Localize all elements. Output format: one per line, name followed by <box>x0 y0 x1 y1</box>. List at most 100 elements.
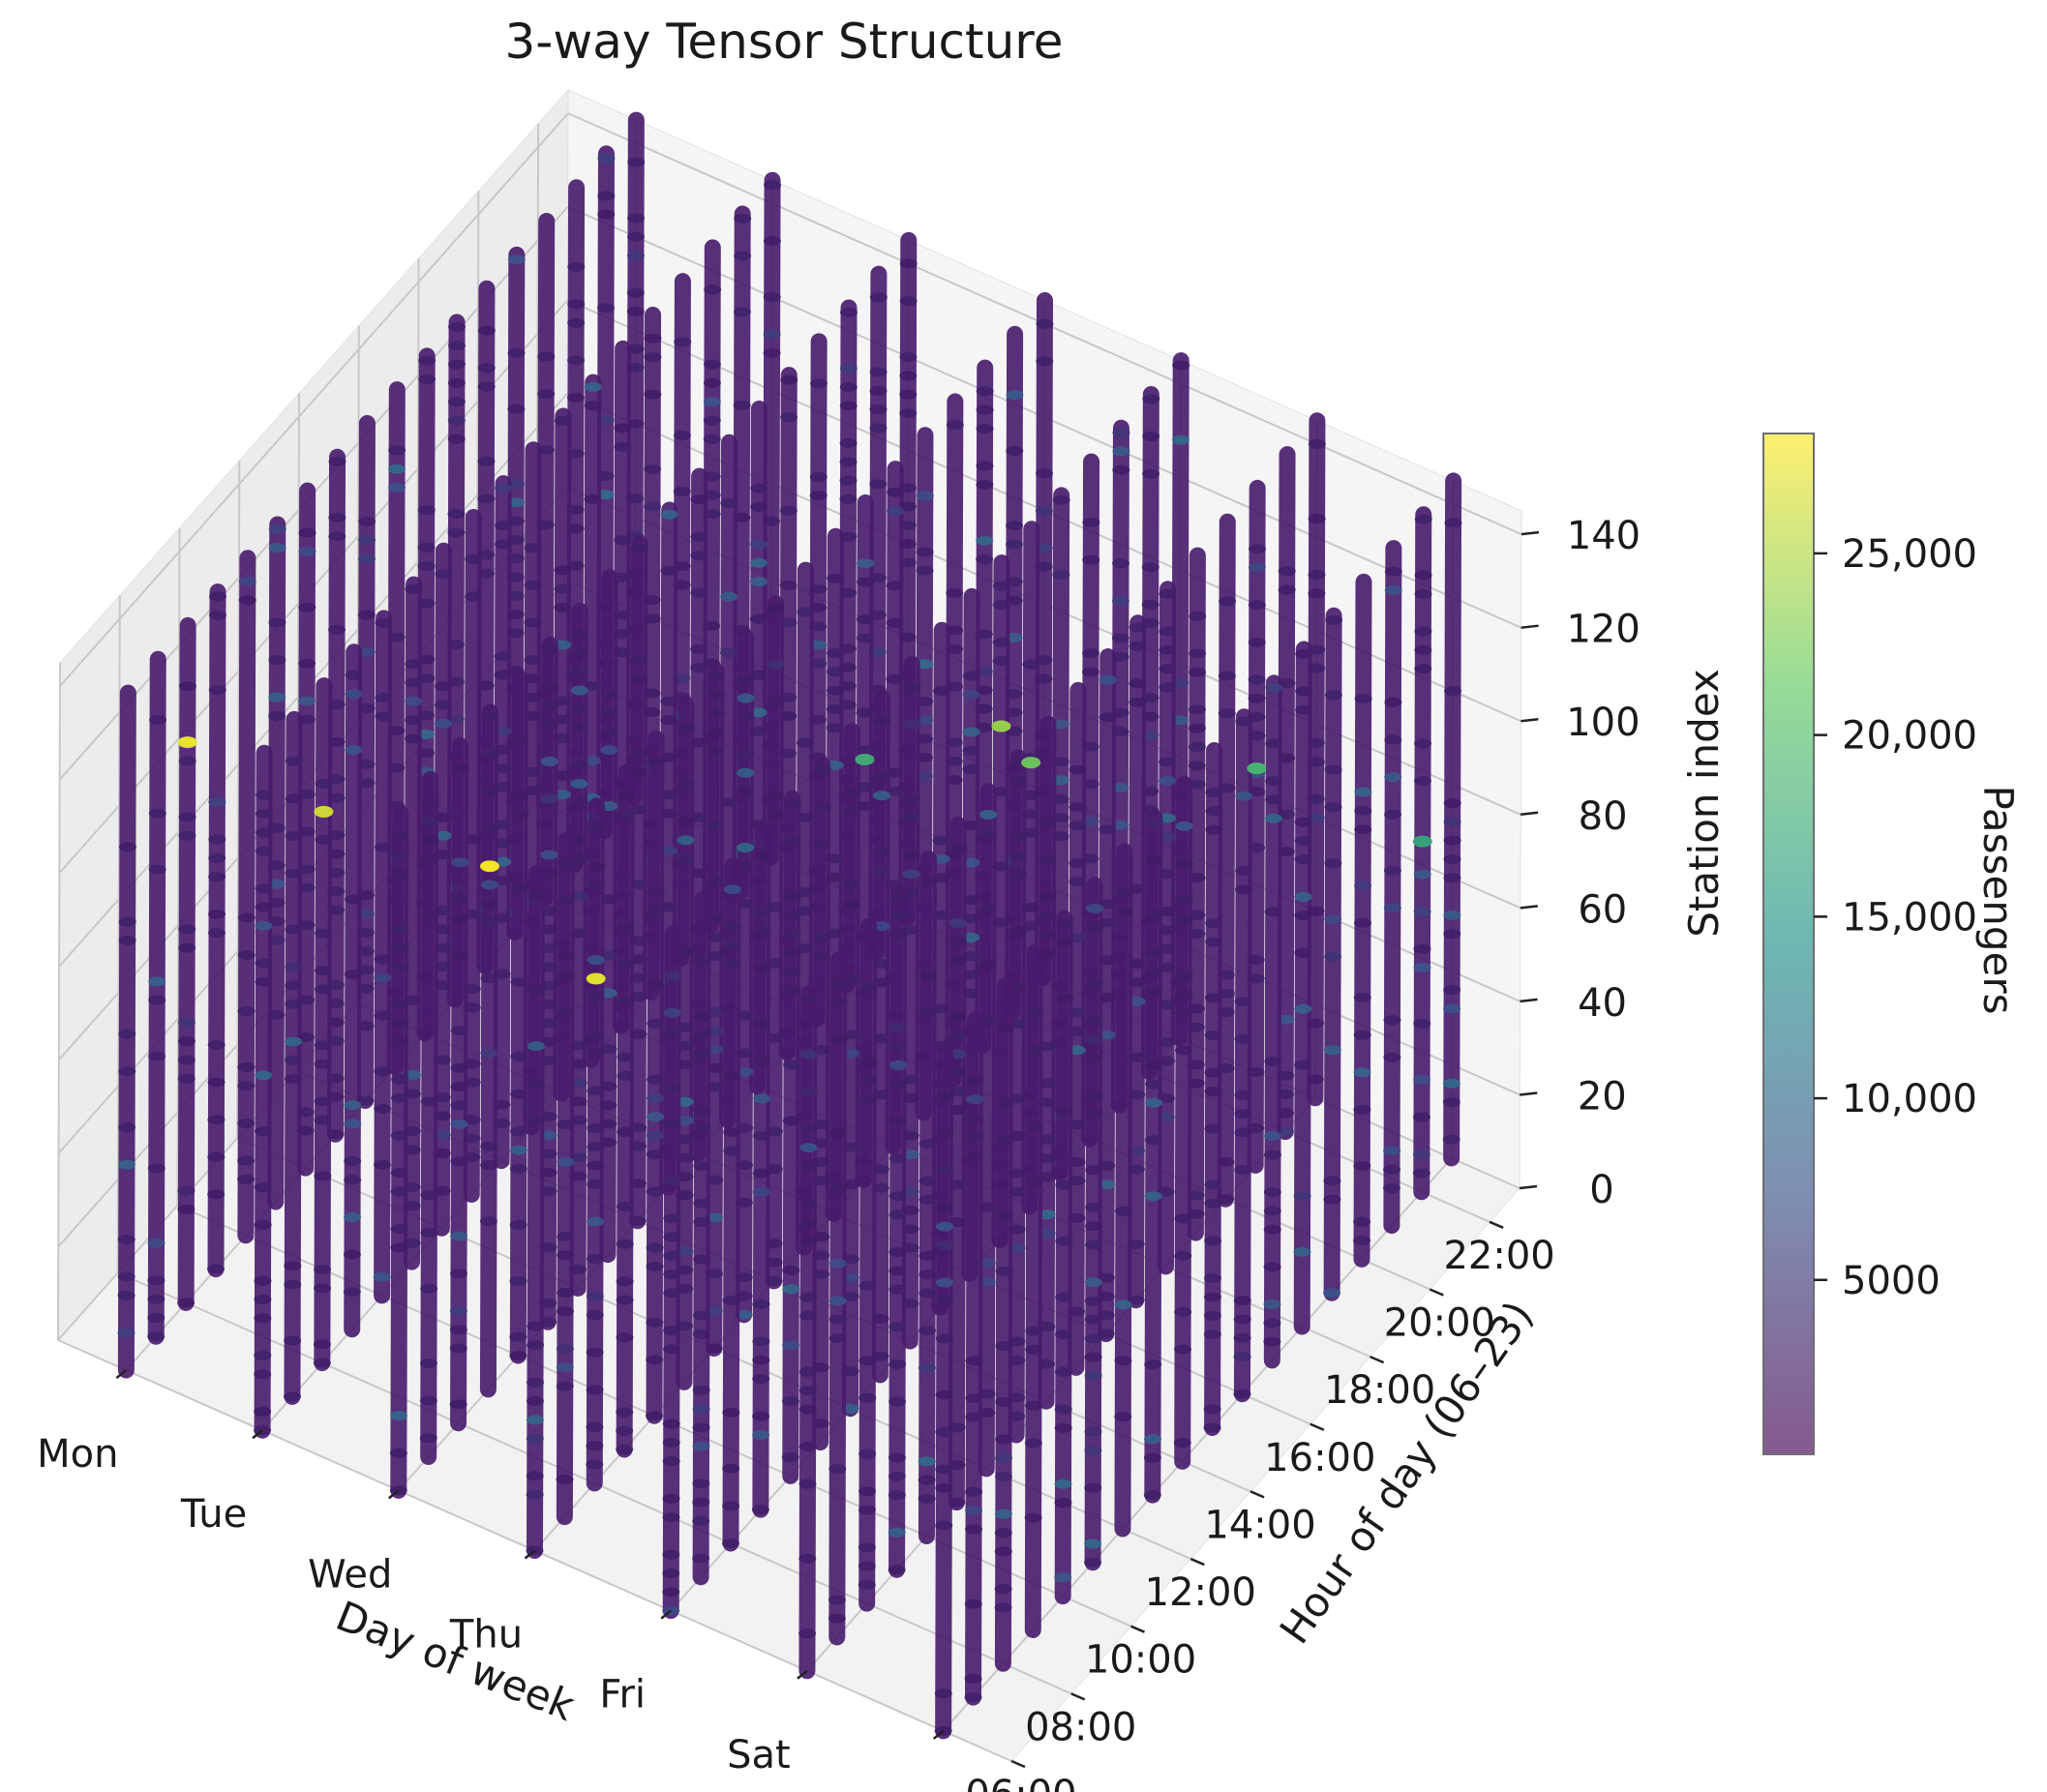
data-point <box>689 868 707 879</box>
data-point <box>584 381 602 392</box>
data-point <box>842 1142 860 1152</box>
data-point <box>1414 588 1432 599</box>
data-point <box>1038 1097 1056 1108</box>
data-point <box>1068 1007 1086 1018</box>
data-point <box>447 415 466 426</box>
data-point <box>1084 1352 1102 1362</box>
grid-line-hour <box>236 461 241 1139</box>
data-point <box>1384 809 1402 820</box>
data-point <box>477 363 496 373</box>
data-point <box>587 1122 605 1133</box>
data-point <box>919 877 938 887</box>
data-point <box>1234 1127 1252 1138</box>
data-point <box>583 756 601 766</box>
data-point <box>147 1163 166 1174</box>
data-point <box>689 812 707 822</box>
data-point <box>936 1221 954 1232</box>
data-point <box>417 729 436 739</box>
data-point <box>734 213 752 224</box>
data-point <box>540 980 558 991</box>
data-point <box>566 448 585 459</box>
data-point <box>313 1358 331 1368</box>
y-tick-label: 16:00 <box>1264 1436 1375 1480</box>
data-point <box>255 790 273 800</box>
data-point <box>703 490 721 500</box>
data-point <box>1142 468 1160 479</box>
data-point <box>1248 843 1266 853</box>
data-point <box>996 1097 1014 1108</box>
data-point <box>539 1241 557 1252</box>
data-point <box>663 1176 681 1186</box>
point-column <box>1144 809 1163 1504</box>
data-point <box>975 685 993 696</box>
data-point <box>1097 1291 1115 1301</box>
data-point <box>828 1296 847 1306</box>
data-point <box>326 1073 345 1084</box>
data-point <box>780 374 798 385</box>
data-point <box>798 1628 817 1639</box>
data-point <box>799 1087 818 1097</box>
data-point <box>753 963 771 973</box>
data-point <box>208 684 226 695</box>
data-point <box>992 637 1010 647</box>
data-point <box>510 1052 528 1062</box>
data-point <box>660 509 678 520</box>
data-point <box>237 950 256 961</box>
data-point <box>629 992 647 1002</box>
data-point <box>1051 757 1069 767</box>
data-point <box>357 890 376 901</box>
data-point <box>964 1692 982 1703</box>
data-point <box>1021 902 1039 912</box>
data-point <box>1443 798 1461 809</box>
data-point <box>616 1445 634 1455</box>
data-point <box>693 1198 711 1209</box>
data-point <box>599 1119 617 1129</box>
data-point <box>629 1122 647 1133</box>
data-point <box>537 445 556 456</box>
data-point <box>391 1036 409 1047</box>
data-point <box>763 329 781 340</box>
data-point <box>1085 1034 1103 1045</box>
data-point <box>391 1018 409 1029</box>
data-point <box>554 565 572 576</box>
data-point <box>207 1039 226 1050</box>
data-point <box>285 962 303 972</box>
data-point <box>356 965 375 975</box>
data-point <box>676 1060 694 1070</box>
data-point <box>858 1505 876 1515</box>
data-point <box>1203 1422 1221 1433</box>
data-point <box>693 1216 711 1227</box>
data-point <box>966 1094 984 1105</box>
data-point <box>962 820 980 830</box>
data-point <box>979 809 998 820</box>
data-point <box>946 587 964 598</box>
data-point <box>463 1115 481 1125</box>
point-column <box>1054 911 1073 1605</box>
data-point <box>327 700 346 710</box>
data-point <box>948 1049 967 1060</box>
data-point <box>1442 1134 1460 1145</box>
data-point <box>662 1437 680 1448</box>
data-point <box>328 513 346 523</box>
data-point <box>737 861 755 872</box>
data-point <box>570 703 588 714</box>
data-point <box>616 1295 634 1305</box>
data-point <box>869 479 888 490</box>
data-point <box>898 557 917 568</box>
data-point <box>526 1471 544 1481</box>
data-point <box>1084 1277 1102 1288</box>
data-point <box>1005 595 1023 606</box>
data-point <box>357 759 376 769</box>
data-point <box>962 913 980 924</box>
data-point <box>567 355 586 366</box>
data-point <box>994 1584 1012 1595</box>
data-point <box>1157 1112 1175 1122</box>
data-point <box>390 1092 408 1103</box>
data-point <box>1111 595 1129 606</box>
data-point <box>946 420 964 431</box>
data-point <box>539 1317 557 1328</box>
data-point <box>587 1030 605 1040</box>
data-point <box>1384 734 1402 745</box>
data-point <box>826 928 844 939</box>
data-point <box>1159 682 1177 693</box>
